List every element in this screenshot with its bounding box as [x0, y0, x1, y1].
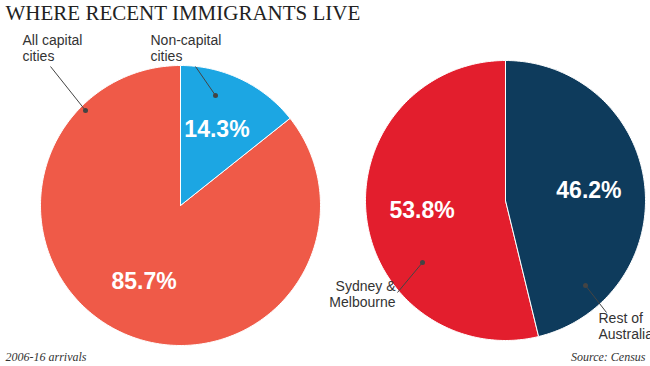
svg-text:14.3%: 14.3% — [184, 116, 249, 142]
svg-text:All capitalcities: All capitalcities — [23, 32, 83, 63]
svg-text:46.2%: 46.2% — [556, 177, 621, 203]
svg-text:2006-16 arrivals: 2006-16 arrivals — [6, 350, 87, 364]
svg-text:Non-capitalcities: Non-capitalcities — [151, 32, 222, 63]
svg-text:WHERE RECENT IMMIGRANTS LIVE: WHERE RECENT IMMIGRANTS LIVE — [6, 1, 361, 25]
svg-text:Rest ofAustralia: Rest ofAustralia — [599, 310, 650, 341]
svg-text:Sydney &Melbourne: Sydney &Melbourne — [329, 278, 396, 309]
svg-text:85.7%: 85.7% — [111, 268, 176, 294]
svg-text:Source: Census: Source: Census — [571, 350, 646, 364]
svg-text:53.8%: 53.8% — [389, 197, 454, 223]
